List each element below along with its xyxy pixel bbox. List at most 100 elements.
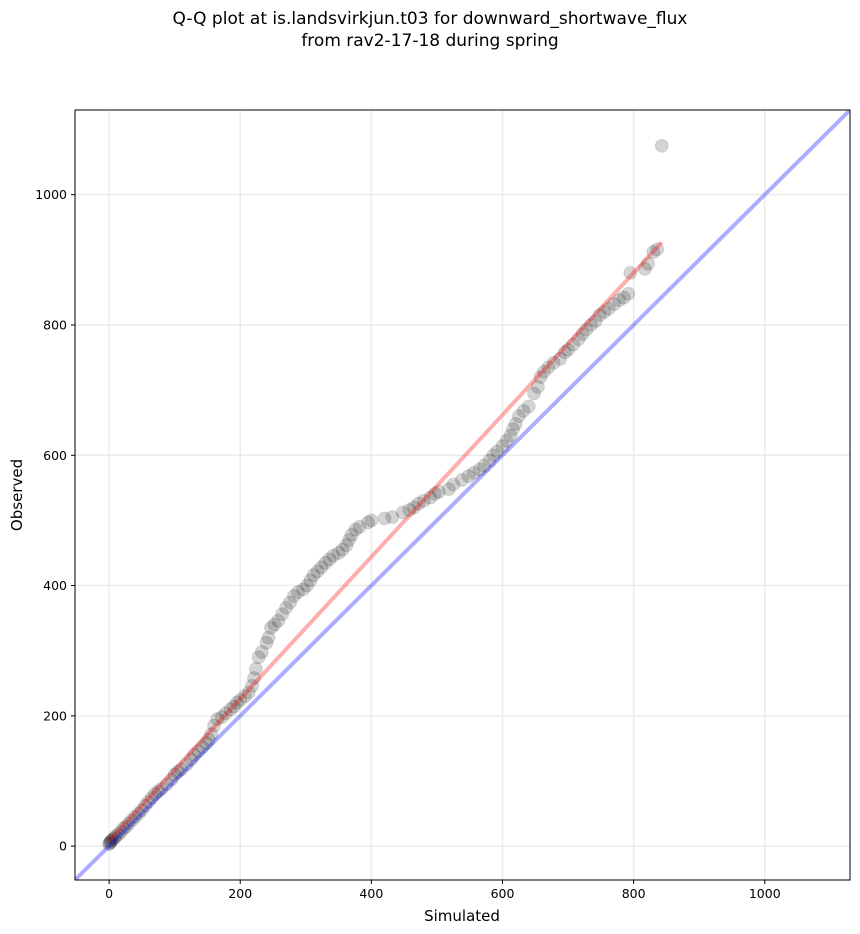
y-tick-label: 600 xyxy=(43,448,67,463)
data-point xyxy=(300,578,315,593)
data-point xyxy=(104,833,119,848)
data-point xyxy=(167,767,182,782)
data-point xyxy=(204,727,219,742)
data-point xyxy=(566,337,581,352)
points-layer xyxy=(102,138,669,852)
data-point xyxy=(477,458,492,473)
data-point xyxy=(103,835,118,850)
data-point xyxy=(553,351,568,366)
data-point xyxy=(201,732,216,747)
y-tick-label: 200 xyxy=(43,708,67,723)
data-point xyxy=(170,764,185,779)
x-tick-label: 200 xyxy=(228,886,252,901)
data-point xyxy=(296,582,311,597)
data-point xyxy=(530,379,545,394)
data-point xyxy=(416,493,431,508)
data-point xyxy=(264,620,279,635)
data-point xyxy=(116,821,131,836)
data-point xyxy=(637,261,652,276)
data-point xyxy=(128,809,143,824)
x-axis-label: Simulated xyxy=(424,907,500,925)
data-point xyxy=(342,532,357,547)
data-point xyxy=(107,831,122,846)
x-tick-label: 1000 xyxy=(749,886,781,901)
data-point xyxy=(511,409,526,424)
data-point xyxy=(179,757,194,772)
data-point xyxy=(207,718,222,733)
data-point xyxy=(125,813,140,828)
data-point xyxy=(286,588,301,603)
data-point xyxy=(111,827,126,842)
data-point xyxy=(326,548,341,563)
data-point xyxy=(461,469,476,484)
x-tick-label: 600 xyxy=(491,886,515,901)
data-point xyxy=(187,747,202,762)
data-point xyxy=(229,695,244,710)
grid xyxy=(75,110,850,880)
data-point xyxy=(275,607,290,622)
x-tick-label: 800 xyxy=(622,886,646,901)
data-point xyxy=(348,522,363,537)
data-point xyxy=(641,256,656,271)
data-point xyxy=(248,661,263,676)
data-point xyxy=(271,613,286,628)
data-point xyxy=(406,500,421,515)
data-point xyxy=(303,573,318,588)
data-point xyxy=(147,787,162,802)
ticks: 0 200 400 600 800 1000 0 200 400 600 800 1000 xyxy=(35,187,781,901)
data-point xyxy=(616,290,631,305)
data-point xyxy=(121,816,136,831)
x-tick-label: 0 xyxy=(105,886,113,901)
data-point xyxy=(503,428,518,443)
data-point xyxy=(431,484,446,499)
chart-title-line-2: from rav2-17-18 during spring xyxy=(301,31,559,51)
data-point xyxy=(259,635,274,650)
fit-line xyxy=(107,240,664,843)
data-point xyxy=(541,360,556,375)
y-tick-label: 800 xyxy=(43,317,67,332)
chart-title-line-1: Q-Q plot at is.landsvirkjun.t03 for down… xyxy=(172,9,688,29)
data-point xyxy=(314,560,329,575)
data-point xyxy=(508,416,523,431)
data-point xyxy=(331,545,346,560)
data-point xyxy=(557,345,572,360)
data-point xyxy=(290,585,305,600)
data-point xyxy=(584,317,599,332)
data-point xyxy=(199,736,214,751)
data-point xyxy=(592,308,607,323)
data-point xyxy=(546,355,561,370)
data-point xyxy=(364,513,379,528)
data-point xyxy=(612,293,627,308)
data-point xyxy=(131,806,146,821)
y-tick-label: 1000 xyxy=(35,187,67,202)
data-point xyxy=(466,465,481,480)
data-point xyxy=(144,790,159,805)
data-point xyxy=(138,798,153,813)
data-point xyxy=(446,477,461,492)
data-point xyxy=(441,482,456,497)
lines-layer xyxy=(75,110,850,880)
data-point xyxy=(141,794,156,809)
data-point xyxy=(526,386,541,401)
data-point xyxy=(533,370,548,385)
data-point xyxy=(237,689,252,704)
data-point xyxy=(344,527,359,542)
data-point xyxy=(283,595,298,610)
data-point xyxy=(151,784,166,799)
data-point xyxy=(646,245,661,260)
data-point xyxy=(318,555,333,570)
data-point xyxy=(427,486,442,501)
data-point xyxy=(621,286,636,301)
data-point xyxy=(571,332,586,347)
data-point xyxy=(505,422,520,437)
data-point xyxy=(119,819,134,834)
data-point xyxy=(322,552,337,567)
data-point xyxy=(251,650,266,665)
x-tick-label: 400 xyxy=(359,886,383,901)
data-point xyxy=(159,777,174,792)
data-point xyxy=(102,835,117,850)
data-point xyxy=(279,600,294,615)
data-point xyxy=(339,538,354,553)
data-point xyxy=(335,542,350,557)
